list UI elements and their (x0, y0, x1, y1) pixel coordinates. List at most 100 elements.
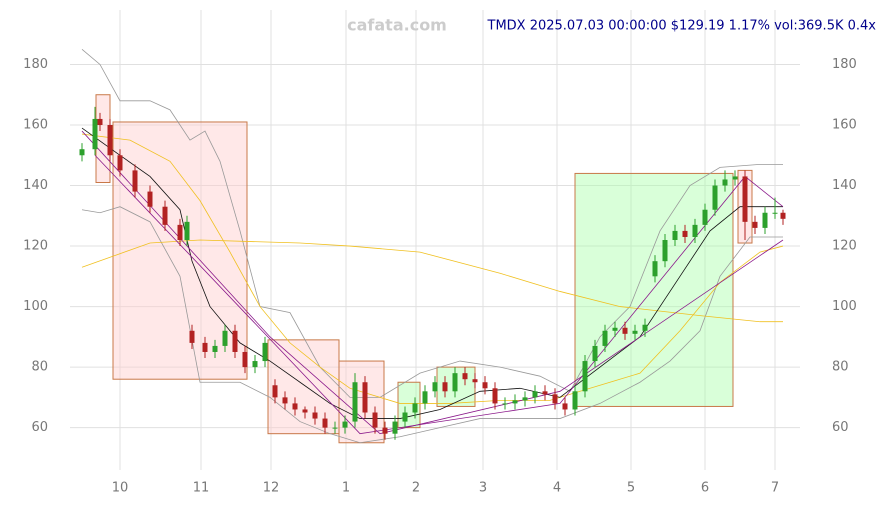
candle-body (402, 412, 408, 422)
candle-body (642, 324, 648, 331)
candle-body (592, 345, 598, 362)
candle-body (97, 118, 103, 125)
candle-body (472, 379, 478, 383)
x-tick-label: 10 (112, 481, 129, 496)
candle-body (422, 391, 428, 404)
candle-body (712, 185, 718, 210)
x-tick-label: 1 (342, 481, 350, 496)
y-tick-label: 160 (23, 118, 48, 133)
candle-body (512, 400, 518, 404)
candle-body (372, 412, 378, 428)
candle-body (780, 212, 786, 219)
candle-body (252, 361, 258, 368)
x-tick-label: 12 (263, 481, 280, 496)
candle-body (302, 409, 308, 413)
candle-body (672, 230, 678, 240)
indicator-line (94, 154, 784, 435)
candle-body (177, 224, 183, 240)
candle-body (702, 209, 708, 225)
candle-body (312, 412, 318, 419)
candle-body (382, 427, 388, 434)
candle-body (132, 170, 138, 192)
candle-body (682, 230, 688, 237)
x-tick-label: 7 (771, 481, 779, 496)
candle-body (352, 382, 358, 422)
x-tick-label: 5 (627, 481, 635, 496)
candle-body (212, 345, 218, 352)
candle-body (612, 327, 618, 331)
y-tick-label-right: 120 (832, 239, 857, 254)
candle-body (412, 403, 418, 413)
indicator-line (81, 130, 784, 435)
candle-body (117, 155, 123, 171)
candle-body (742, 176, 748, 222)
indicator-line (81, 239, 783, 323)
candle-body (162, 206, 168, 225)
y-tick-label-right: 100 (832, 299, 857, 314)
y-tick-label-right: 60 (832, 420, 849, 435)
x-tick-label: 6 (701, 481, 709, 496)
candle-body (322, 418, 328, 428)
candle-body (262, 342, 268, 362)
candle-body (452, 373, 458, 392)
candle-body (92, 118, 98, 150)
candle-body (462, 373, 468, 380)
candle-body (184, 221, 190, 240)
y-tick-label: 180 (23, 57, 48, 72)
candle-body (522, 397, 528, 401)
candle-body (432, 382, 438, 392)
watermark: cafata.com (347, 16, 447, 35)
candle-body (147, 191, 153, 207)
y-tick-label: 60 (31, 420, 48, 435)
zone (338, 360, 385, 444)
candle-body (107, 125, 113, 156)
candle-body (732, 176, 738, 180)
candle-body (282, 397, 288, 404)
indicator-line (81, 133, 784, 404)
y-tick-label: 140 (23, 178, 48, 193)
indicator-line (81, 206, 783, 444)
candle-body (692, 224, 698, 237)
candle-body (342, 421, 348, 428)
candle-body (602, 330, 608, 346)
candle-body (202, 342, 208, 352)
candle-body (242, 351, 248, 368)
candle-body (762, 212, 768, 228)
candle-body (362, 382, 368, 413)
candle-body (722, 179, 728, 186)
candle-body (572, 391, 578, 410)
candle-body (332, 427, 338, 429)
x-tick-label: 3 (479, 481, 487, 496)
candle-body (222, 330, 228, 346)
y-tick-label: 100 (23, 299, 48, 314)
x-tick-label: 4 (553, 481, 561, 496)
candle-body (442, 382, 448, 392)
candle-body (752, 221, 758, 228)
candle-body (662, 240, 668, 262)
candle-body (272, 385, 278, 398)
candle-body (542, 391, 548, 395)
candle-body (482, 382, 488, 389)
x-tick-label: 11 (193, 481, 210, 496)
x-tick-label: 2 (412, 481, 420, 496)
chart-title: TMDX 2025.07.03 00:00:00 $129.19 1.17% v… (487, 19, 877, 34)
candle-body (772, 212, 778, 214)
y-tick-label: 120 (23, 239, 48, 254)
candle-body (392, 421, 398, 434)
y-tick-label-right: 80 (832, 360, 849, 375)
y-tick-label: 80 (31, 360, 48, 375)
candle-body (492, 388, 498, 404)
candle-body (292, 403, 298, 410)
candle-body (189, 330, 195, 343)
candle-body (652, 261, 658, 277)
candle-body (632, 330, 638, 334)
candle-body (622, 327, 628, 334)
candle-body (582, 361, 588, 392)
candle-body (79, 149, 85, 156)
candle-body (532, 391, 538, 398)
candle-body (552, 394, 558, 404)
y-tick-label-right: 160 (832, 118, 857, 133)
candle-body (232, 330, 238, 352)
y-tick-label-right: 180 (832, 57, 857, 72)
